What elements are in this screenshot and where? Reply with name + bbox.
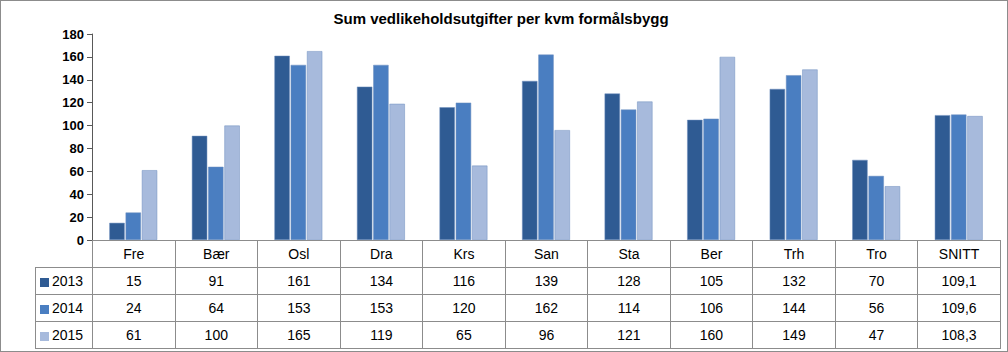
html-text:70: 70 bbox=[868, 273, 885, 289]
html-text:149: 149 bbox=[782, 327, 806, 343]
html-text:106: 106 bbox=[699, 300, 724, 316]
html-text:91: 91 bbox=[208, 273, 225, 289]
html-text:Trh: Trh bbox=[783, 246, 805, 262]
html-text:15: 15 bbox=[126, 273, 142, 289]
html-text:2015: 2015 bbox=[52, 327, 84, 343]
html-text:Krs: Krs bbox=[453, 246, 475, 262]
html-text:Bær: Bær bbox=[203, 246, 230, 262]
svg-text:0: 0 bbox=[76, 232, 84, 248]
html-text:109,6: 109,6 bbox=[941, 300, 977, 316]
html-text:162: 162 bbox=[534, 300, 559, 316]
html-text:SNITT: SNITT bbox=[938, 246, 980, 262]
html-text:119: 119 bbox=[370, 327, 393, 343]
html-text:47: 47 bbox=[868, 327, 885, 343]
svg-text:40: 40 bbox=[70, 187, 84, 202]
html-text:134: 134 bbox=[369, 273, 393, 289]
html-text:109,1: 109,1 bbox=[941, 273, 977, 289]
html-text:61: 61 bbox=[126, 327, 142, 343]
svg-text:Sum vedlikeholdsutgifter per k: Sum vedlikeholdsutgifter per kvm formåls… bbox=[333, 10, 668, 27]
svg-text:160: 160 bbox=[62, 49, 84, 64]
html-text:Sta: Sta bbox=[618, 246, 640, 262]
html-text:Osl: Osl bbox=[288, 246, 310, 262]
svg-text:180: 180 bbox=[62, 27, 84, 42]
html-text:153: 153 bbox=[287, 300, 311, 316]
html-text:139: 139 bbox=[534, 273, 559, 289]
html-text:64: 64 bbox=[208, 300, 225, 316]
html-text:Ber: Ber bbox=[700, 246, 723, 262]
html-text:San: San bbox=[534, 246, 559, 262]
svg-text:100: 100 bbox=[62, 118, 84, 133]
html-text:65: 65 bbox=[456, 327, 472, 343]
html-text:100: 100 bbox=[204, 327, 228, 343]
html-text:132: 132 bbox=[782, 273, 806, 289]
html-text:Dra: Dra bbox=[370, 246, 393, 262]
svg-text:80: 80 bbox=[70, 141, 84, 156]
html-text:108,3: 108,3 bbox=[941, 327, 977, 343]
html-text:128: 128 bbox=[617, 273, 641, 289]
html-text:114: 114 bbox=[617, 300, 641, 316]
svg-text:120: 120 bbox=[62, 95, 84, 110]
html-text:24: 24 bbox=[126, 300, 142, 316]
html-text:Fre: Fre bbox=[123, 246, 145, 262]
html-text:121: 121 bbox=[617, 327, 641, 343]
html-text:116: 116 bbox=[452, 273, 475, 289]
html-text:165: 165 bbox=[287, 327, 311, 343]
html-text:56: 56 bbox=[868, 300, 885, 316]
svg-text:60: 60 bbox=[70, 164, 84, 179]
svg-text:140: 140 bbox=[62, 72, 84, 87]
html-text:160: 160 bbox=[699, 327, 724, 343]
html-text:144: 144 bbox=[782, 300, 806, 316]
html-text:120: 120 bbox=[452, 300, 476, 316]
html-text:105: 105 bbox=[699, 273, 724, 289]
html-text:96: 96 bbox=[538, 327, 555, 343]
html-text:Tro: Tro bbox=[866, 246, 887, 262]
html-text:2014: 2014 bbox=[52, 300, 84, 316]
html-text:161: 161 bbox=[287, 273, 311, 289]
svg-text:20: 20 bbox=[70, 210, 84, 225]
html-text:153: 153 bbox=[369, 300, 393, 316]
html-text:2013: 2013 bbox=[52, 273, 84, 289]
